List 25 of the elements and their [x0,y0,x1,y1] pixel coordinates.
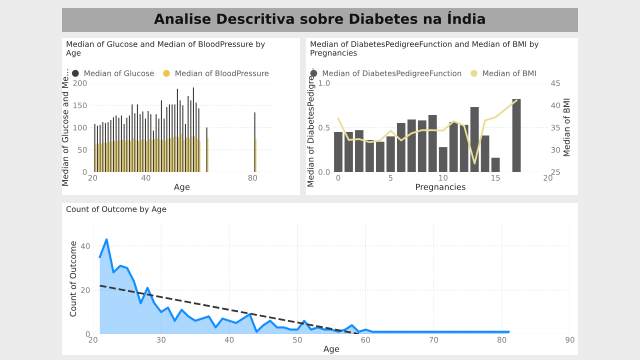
bar [407,119,416,172]
bar [396,123,406,172]
bar [491,158,500,172]
bar [376,142,384,172]
text: Analise Descritiva sobre Diabetes na Índia [154,10,485,24]
bar [449,122,458,172]
bar [334,132,342,172]
bar [438,147,448,172]
bar [355,130,364,172]
y-axis-title: Median of Glucose and Me... [62,69,68,186]
bar [366,140,374,172]
x-axis-title: Age [174,184,190,192]
y-axis-title: Count of Outcome [70,241,76,317]
bar [512,99,521,172]
y2-axis-title: Median of BMI [563,98,570,156]
y-axis-title: Median of DiabetesPedigre... [307,68,316,187]
bar [344,132,353,172]
bar [460,124,468,172]
bar [418,120,426,172]
x-axis-title: Age [324,346,340,354]
bar [428,115,437,172]
x-axis-title: Pregnancies [416,184,466,192]
bar [480,136,490,172]
bar [386,136,395,172]
line-series [337,99,518,164]
